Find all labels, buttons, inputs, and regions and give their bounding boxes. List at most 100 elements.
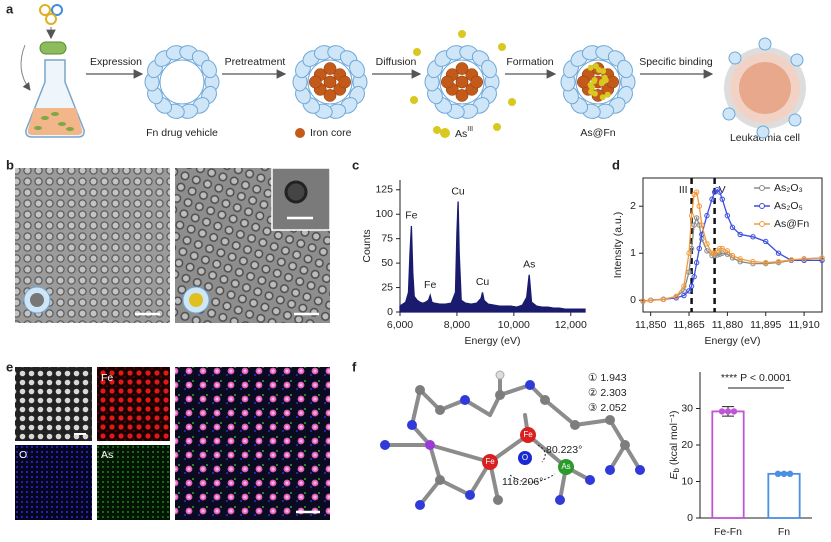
arsenic-particle [587, 64, 594, 71]
data-point [763, 238, 769, 245]
bound-particle [758, 37, 772, 51]
arsenic-particle [592, 63, 599, 70]
panel-label: f [352, 359, 357, 374]
caption: Fn drug vehicle [146, 127, 218, 139]
y-tick-label: 100 [375, 208, 393, 220]
cavity [159, 59, 205, 105]
data-point [640, 298, 646, 304]
significance: **** P < 0.0001 [721, 372, 791, 384]
data-point [681, 292, 687, 299]
step-label: Specific binding [639, 56, 713, 68]
bond-angle: 116.206° [502, 476, 543, 488]
arsenic-particle [598, 80, 605, 87]
data-point [763, 259, 769, 266]
caption: AsIII [455, 126, 473, 140]
y-tick-label: 75 [381, 232, 393, 244]
inset-core [30, 293, 44, 307]
arsenic-particle [508, 98, 516, 106]
bound-particle [728, 51, 742, 65]
data-point [724, 251, 731, 257]
bond-length: ① 1.943 [588, 372, 627, 384]
data-point [694, 189, 700, 195]
data-point [704, 212, 710, 219]
y-axis-label-symbol: E [668, 471, 680, 479]
panel-label: d [612, 157, 620, 172]
y-tick-label: 0 [687, 512, 693, 524]
data-point [719, 196, 725, 202]
data-point [704, 241, 710, 247]
y-tick-label: 0 [387, 306, 393, 318]
schematic [20, 4, 806, 138]
replicate-dot [786, 470, 794, 478]
data-point [719, 245, 725, 252]
data-point [694, 215, 700, 221]
bar [711, 410, 745, 519]
data-point [686, 250, 692, 256]
core-particle [308, 75, 322, 89]
x-tick-label: Fe-Fn [714, 526, 742, 538]
replicate-dot [724, 408, 732, 415]
step-label: Pretreatment [225, 56, 286, 68]
data-point [819, 255, 825, 261]
data-point [737, 231, 743, 238]
data-point [699, 222, 705, 228]
bond-length: ③ 2.052 [588, 402, 627, 414]
inset-core [189, 293, 203, 307]
subunit [617, 59, 633, 79]
data-point [724, 248, 731, 254]
x-axis-label: Energy (eV) [704, 335, 760, 347]
x-tick-label: 11,850 [635, 319, 666, 331]
data-point [660, 296, 667, 303]
x-tick-label: 12,000 [555, 319, 587, 331]
elemental-map [15, 367, 330, 520]
arsenic-particle [591, 76, 598, 83]
data-point [750, 258, 756, 265]
x-axis-label: Energy (eV) [464, 335, 520, 347]
arsenic-particle [599, 94, 606, 101]
core-particle [470, 75, 484, 89]
x-tick-label: 11,895 [750, 319, 781, 331]
data-point [775, 250, 782, 256]
caption: As@Fn [580, 127, 615, 139]
data-point [696, 203, 702, 209]
y-axis-label: Intensity (a.u.) [612, 212, 624, 279]
data-point [775, 258, 782, 265]
bond-angle: 80.223° [546, 444, 582, 456]
data-point [686, 288, 692, 294]
atom-label: As [561, 462, 570, 471]
subunit [481, 59, 497, 79]
atom-label: Fe [485, 457, 495, 466]
axis-line [399, 180, 585, 313]
data-point [704, 248, 710, 254]
data-point [681, 283, 687, 289]
edge-marker-label: III [679, 184, 688, 196]
y-tick-label: 1 [630, 247, 636, 259]
bound-particle [788, 113, 802, 127]
data-point [717, 245, 723, 252]
core-particle [455, 62, 469, 75]
legend-label: As₂O₃ [774, 182, 803, 194]
subunit [201, 59, 217, 79]
data-point [801, 256, 807, 262]
data-point [673, 293, 679, 300]
subunit [349, 59, 365, 79]
peak-label: Cu [476, 276, 490, 288]
channel-label: As [101, 449, 113, 461]
y-axis-label: Eb (kcal mol⁻¹) [668, 411, 681, 480]
x-tick-label: 8,000 [444, 319, 470, 331]
bound-particle [790, 53, 804, 67]
caption: Iron core [310, 127, 352, 139]
channel-label: O [19, 449, 27, 461]
panel-label: a [6, 1, 14, 16]
atom-label: O [522, 453, 528, 462]
step-label: Diffusion [376, 56, 417, 68]
data-point [709, 196, 715, 202]
data-point [686, 269, 692, 275]
bar [767, 472, 801, 519]
data-point [729, 252, 736, 259]
x-tick-label: Fn [778, 526, 790, 538]
panel-label: e [6, 359, 13, 374]
core-particle [323, 75, 337, 89]
y-tick-label: 25 [381, 281, 393, 293]
